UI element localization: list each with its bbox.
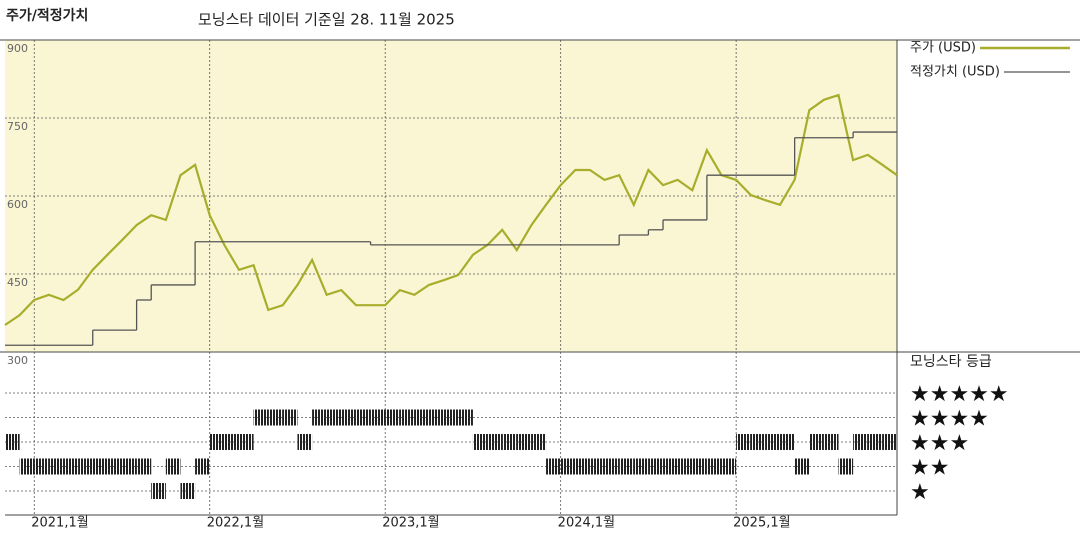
rating-bar xyxy=(560,458,576,475)
rating-bar xyxy=(92,458,108,475)
rating-bar xyxy=(823,434,839,450)
rating-bar xyxy=(663,458,678,475)
rating-bar xyxy=(195,458,210,475)
rating-bar xyxy=(721,458,737,475)
chart-subtitle: 모닝스타 데이터 기준일 28. 11월 2025 xyxy=(198,11,455,29)
rating-bar xyxy=(487,434,503,450)
y-tick-label: 900 xyxy=(7,42,28,55)
chart-title: 주가/적정가치 xyxy=(6,7,88,24)
x-tick-label: 2024,1월 xyxy=(558,516,615,531)
legend-label: 적정가치 (USD) xyxy=(910,65,1000,80)
rating-bar xyxy=(794,458,810,475)
rating-bar xyxy=(633,458,649,475)
rating-bar xyxy=(136,458,152,475)
rating-bar xyxy=(5,434,20,450)
rating-bar xyxy=(692,458,707,475)
rating-bar xyxy=(736,434,751,450)
rating-bar xyxy=(750,434,766,450)
rating-label: ★ xyxy=(910,480,930,505)
rating-bar xyxy=(151,483,166,499)
rating-bar xyxy=(19,458,35,475)
rating-bar xyxy=(531,434,547,450)
rating-bar xyxy=(312,409,327,426)
rating-bar xyxy=(48,458,64,475)
rating-bar xyxy=(399,409,415,426)
rating-bar xyxy=(502,434,517,450)
y-tick-label: 300 xyxy=(7,354,28,367)
rating-bar xyxy=(838,458,854,475)
rating-bar xyxy=(472,434,488,450)
rating-bar xyxy=(443,409,459,426)
y-tick-label: 450 xyxy=(7,276,28,289)
rating-bar xyxy=(765,434,781,450)
rating-bar xyxy=(165,458,181,475)
rating-bar xyxy=(575,458,590,475)
rating-label: ★★★ xyxy=(910,431,969,456)
rating-bar xyxy=(107,458,122,475)
rating-bar xyxy=(809,434,824,450)
rating-bar xyxy=(853,434,868,450)
x-tick-label: 2023,1월 xyxy=(382,516,439,531)
rating-bar xyxy=(516,434,532,450)
rating-bar xyxy=(121,458,137,475)
rating-bar xyxy=(706,458,722,475)
rating-label: ★★★★ xyxy=(910,407,989,432)
rating-bar xyxy=(882,434,897,450)
y-tick-label: 750 xyxy=(7,120,28,133)
x-tick-label: 2025,1월 xyxy=(733,516,790,531)
rating-bar xyxy=(224,434,239,450)
rating-bar xyxy=(326,409,342,426)
rating-bar xyxy=(385,409,400,426)
price-line xyxy=(4,93,898,326)
rating-bar xyxy=(34,458,49,475)
x-tick-label: 2021,1월 xyxy=(31,516,88,531)
rating-bar xyxy=(355,409,371,426)
rating-bar xyxy=(253,409,269,426)
x-tick-label: 2022,1월 xyxy=(207,516,264,531)
rating-bar xyxy=(78,458,93,475)
rating-bar xyxy=(648,458,664,475)
rating-bar xyxy=(209,434,225,450)
rating-title: 모닝스타 등급 xyxy=(910,354,992,370)
rating-bar xyxy=(370,409,386,426)
rating-bar xyxy=(458,409,473,426)
rating-bar xyxy=(546,458,561,475)
rating-bar xyxy=(619,458,634,475)
rating-bar xyxy=(414,409,430,426)
rating-bar xyxy=(180,483,196,499)
y-tick-label: 600 xyxy=(7,198,28,211)
rating-bar xyxy=(238,434,254,450)
rating-label: ★★ xyxy=(910,456,949,481)
rating-bar xyxy=(589,458,605,475)
rating-bar xyxy=(604,458,620,475)
rating-bar xyxy=(282,409,298,426)
rating-bar xyxy=(341,409,356,426)
rating-bar xyxy=(677,458,693,475)
rating-bar xyxy=(780,434,795,450)
rating-bar xyxy=(429,409,444,426)
rating-bar xyxy=(297,434,313,450)
rating-bar xyxy=(63,458,79,475)
rating-bar xyxy=(268,409,283,426)
rating-label: ★★★★★ xyxy=(910,382,1009,407)
rating-bar xyxy=(867,434,883,450)
legend-label: 주가 (USD) xyxy=(910,41,976,56)
